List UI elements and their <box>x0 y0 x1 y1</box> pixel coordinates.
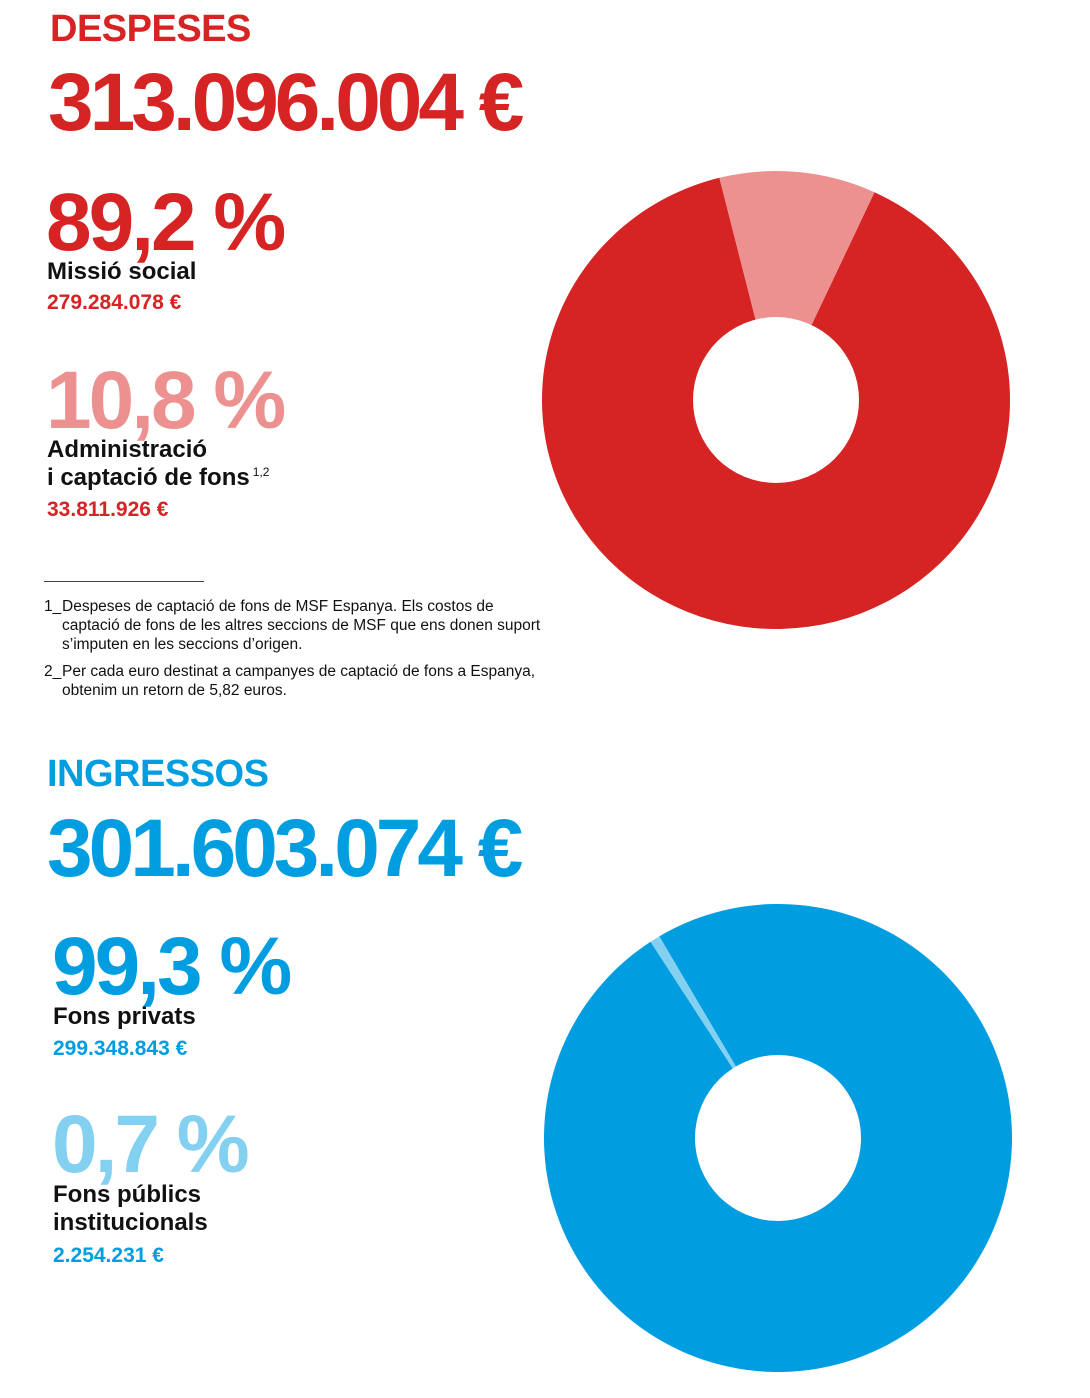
footnote-2-number: 2_ <box>44 662 62 680</box>
income-pct-private: 99,3 % <box>52 921 292 1012</box>
expenses-donut-chart <box>542 171 1010 629</box>
income-amount-private: 299.348.843 € <box>53 1037 188 1060</box>
income-heading: INGRESSOS <box>47 753 269 795</box>
income-amount-public: 2.254.231 € <box>53 1244 164 1267</box>
expenses-label-admin-line2: i captació de fons 1,2 <box>47 464 269 492</box>
footnote-divider <box>44 581 204 582</box>
income-label-public-line1: Fons públics <box>53 1181 202 1208</box>
footnote-1-number: 1_ <box>44 598 62 615</box>
expenses-slice-2 <box>719 171 875 400</box>
expenses-center-hole <box>693 317 859 483</box>
income-label-public: Fons públics institucionals <box>53 1181 208 1237</box>
footnote-2-text: Per cada euro destinat a campanyes de ca… <box>62 662 536 699</box>
income-pct-public: 0,7 % <box>52 1099 250 1190</box>
expenses-heading: DESPESES <box>50 8 251 50</box>
footnote-reference: 1,2 <box>252 464 270 479</box>
expenses-amount-admin: 33.811.926 € <box>47 498 169 521</box>
income-label-public-line2: institucionals <box>53 1208 208 1236</box>
expenses-pct-admin: 10,8 % <box>46 355 286 446</box>
expenses-pct-social: 89,2 % <box>46 177 286 268</box>
expenses-label-admin-line2-text: i captació de fons <box>47 463 250 491</box>
footnotes: 1_ Despeses de captació de fons de MSF E… <box>44 598 544 709</box>
footnote-1-text: Despeses de captació de fons de MSF Espa… <box>62 598 541 653</box>
footnote-1: 1_ Despeses de captació de fons de MSF E… <box>44 598 544 655</box>
expenses-label-social: Missió social <box>47 258 197 285</box>
income-donut-chart <box>543 904 1012 1372</box>
expenses-label-admin: Administració i captació de fons 1,2 <box>47 436 269 492</box>
expenses-label-admin-line1: Administració <box>47 436 208 463</box>
footnote-2: 2_ Per cada euro destinat a campanyes de… <box>44 663 544 701</box>
income-label-private: Fons privats <box>53 1003 196 1030</box>
income-center-hole <box>695 1055 861 1221</box>
expenses-amount-social: 279.284.078 € <box>47 291 182 314</box>
expenses-total: 313.096.004 € <box>48 57 524 148</box>
income-total: 301.603.074 € <box>47 803 523 894</box>
